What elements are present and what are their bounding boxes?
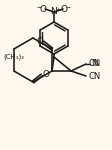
Text: CN: CN (88, 59, 100, 68)
Text: N: N (91, 60, 97, 69)
Text: O: O (60, 4, 67, 14)
Text: −: − (65, 4, 70, 9)
Text: −: − (37, 4, 42, 9)
Text: O: O (42, 70, 48, 79)
Text: N: N (50, 8, 57, 16)
Text: O: O (36, 37, 43, 46)
Text: +: + (55, 7, 60, 12)
Text: (CH₃)₂: (CH₃)₂ (3, 53, 24, 60)
Text: CN: CN (88, 72, 100, 81)
Text: O: O (40, 4, 47, 14)
